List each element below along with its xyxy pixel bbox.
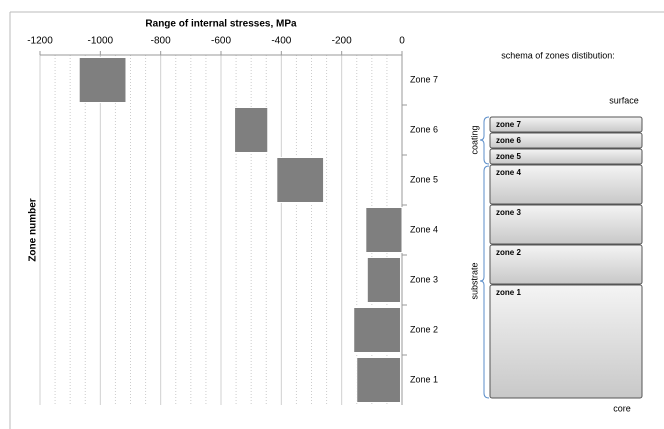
x-tick-label: -800 — [151, 36, 171, 47]
zone-label: zone 5 — [496, 152, 521, 161]
zone-label: zone 4 — [496, 168, 521, 177]
range-bar — [365, 207, 403, 253]
zone-schema: schema of zones distibution: surface cor… — [469, 50, 643, 413]
range-bar — [276, 157, 325, 203]
group-label: coating — [469, 125, 479, 154]
zone-label: zone 7 — [496, 120, 521, 129]
zone-box — [489, 204, 643, 245]
brace — [479, 116, 490, 165]
schema-title: schema of zones distibution: — [501, 50, 615, 60]
y-tick-label: Zone 3 — [410, 274, 438, 284]
zone-box — [489, 116, 643, 133]
y-tick-label: Zone 4 — [410, 224, 438, 234]
range-bar — [366, 257, 401, 303]
zone-box — [489, 284, 643, 399]
range-bar — [78, 57, 127, 103]
x-tick-label: -200 — [332, 36, 352, 47]
zone-label: zone 2 — [496, 248, 521, 257]
zone-box — [489, 164, 643, 205]
zone-box — [489, 132, 643, 149]
x-tick-label: -400 — [271, 36, 291, 47]
y-tick-label: Zone 5 — [410, 174, 438, 184]
schema-top: surface — [609, 95, 639, 105]
y-tick-label: Zone 6 — [410, 124, 438, 134]
group-label: substrate — [469, 262, 479, 299]
range-bar — [356, 357, 401, 403]
zone-label: zone 3 — [496, 208, 521, 217]
x-tick-label: -1200 — [27, 36, 53, 47]
y-tick-label: Zone 7 — [410, 74, 438, 84]
x-tick-label: -1000 — [88, 36, 114, 47]
chart-title: Range of internal stresses, MPa — [145, 19, 297, 30]
y-axis-label: Zone number — [28, 198, 39, 261]
schema-bottom: core — [613, 403, 631, 413]
x-tick-label: -600 — [211, 36, 231, 47]
range-bar — [234, 107, 269, 153]
brace — [479, 165, 490, 399]
x-tick-label: 0 — [399, 36, 405, 47]
range-bar — [353, 307, 401, 353]
zone-box — [489, 244, 643, 285]
zone-box — [489, 148, 643, 165]
y-tick-label: Zone 2 — [410, 324, 438, 334]
zone-label: zone 1 — [496, 288, 521, 297]
zone-label: zone 6 — [496, 136, 521, 145]
y-tick-label: Zone 1 — [410, 374, 438, 384]
